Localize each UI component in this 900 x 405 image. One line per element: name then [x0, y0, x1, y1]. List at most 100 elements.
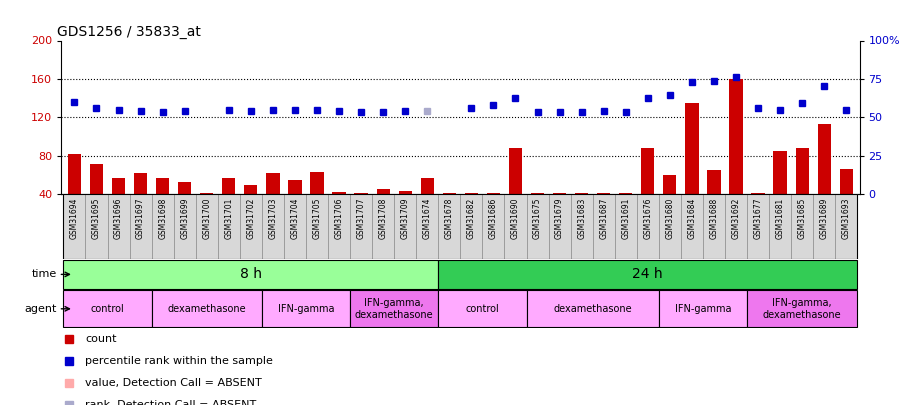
Bar [178, 182, 192, 194]
Bar [266, 173, 280, 194]
Text: GSM31678: GSM31678 [445, 198, 454, 239]
Bar [306, 194, 328, 259]
Text: GSM31675: GSM31675 [533, 198, 542, 239]
Bar [350, 194, 372, 259]
Bar [615, 194, 637, 259]
Bar [685, 103, 698, 194]
Bar [707, 171, 721, 194]
Text: GDS1256 / 35833_at: GDS1256 / 35833_at [58, 26, 201, 39]
Text: GSM31674: GSM31674 [423, 198, 432, 239]
Text: dexamethasone: dexamethasone [554, 304, 632, 314]
Bar [284, 194, 306, 259]
Bar [505, 194, 526, 259]
Bar [593, 194, 615, 259]
Text: GSM31684: GSM31684 [688, 198, 697, 239]
Bar [350, 290, 438, 327]
Bar [438, 194, 460, 259]
Bar [372, 194, 394, 259]
Bar [482, 194, 505, 259]
Bar [549, 194, 571, 259]
Text: rank, Detection Call = ABSENT: rank, Detection Call = ABSENT [86, 400, 256, 405]
Text: GSM31681: GSM31681 [776, 198, 785, 239]
Text: time: time [32, 269, 57, 279]
Text: GSM31699: GSM31699 [180, 198, 189, 239]
Text: GSM31687: GSM31687 [599, 198, 608, 239]
Text: percentile rank within the sample: percentile rank within the sample [86, 356, 273, 366]
Bar [526, 194, 549, 259]
Bar [332, 192, 346, 194]
Bar [571, 194, 593, 259]
Text: GSM31676: GSM31676 [644, 198, 652, 239]
Bar [659, 290, 747, 327]
Text: control: control [465, 304, 500, 314]
Text: GSM31706: GSM31706 [335, 198, 344, 239]
Text: GSM31700: GSM31700 [202, 198, 211, 239]
Text: GSM31677: GSM31677 [753, 198, 762, 239]
Bar [394, 194, 416, 259]
Text: control: control [91, 304, 124, 314]
Text: IFN-gamma: IFN-gamma [278, 304, 334, 314]
Bar [328, 194, 350, 259]
Text: GSM31688: GSM31688 [709, 198, 718, 239]
Bar [773, 151, 787, 194]
Bar [63, 194, 86, 259]
Bar [725, 194, 747, 259]
Text: GSM31705: GSM31705 [312, 198, 321, 239]
Bar [63, 260, 438, 289]
Bar [262, 194, 284, 259]
Text: count: count [86, 334, 117, 344]
Text: GSM31698: GSM31698 [158, 198, 167, 239]
Bar [107, 194, 130, 259]
Text: GSM31685: GSM31685 [797, 198, 806, 239]
Bar [112, 178, 125, 194]
Text: GSM31707: GSM31707 [356, 198, 365, 239]
Bar [703, 194, 725, 259]
Text: GSM31704: GSM31704 [291, 198, 300, 239]
Bar [90, 164, 104, 194]
Text: GSM31691: GSM31691 [621, 198, 630, 239]
Text: GSM31709: GSM31709 [400, 198, 410, 239]
Bar [814, 194, 835, 259]
Bar [130, 194, 151, 259]
Bar [134, 173, 148, 194]
Bar [218, 194, 239, 259]
Bar [222, 178, 236, 194]
Bar [526, 290, 659, 327]
Text: GSM31696: GSM31696 [114, 198, 123, 239]
Bar [151, 290, 262, 327]
Bar [195, 194, 218, 259]
Bar [817, 124, 831, 194]
Text: GSM31708: GSM31708 [379, 198, 388, 239]
Bar [663, 175, 677, 194]
Bar [508, 148, 522, 194]
Bar [840, 169, 853, 194]
Bar [681, 194, 703, 259]
Bar [461, 194, 482, 259]
Text: GSM31703: GSM31703 [268, 198, 277, 239]
Text: dexamethasone: dexamethasone [167, 304, 246, 314]
Text: GSM31701: GSM31701 [224, 198, 233, 239]
Text: value, Detection Call = ABSENT: value, Detection Call = ABSENT [86, 378, 262, 388]
Bar [659, 194, 681, 259]
Bar [791, 194, 814, 259]
Bar [68, 154, 81, 194]
Bar [438, 260, 858, 289]
Bar [63, 290, 151, 327]
Bar [438, 290, 526, 327]
Text: GSM31680: GSM31680 [665, 198, 674, 239]
Text: GSM31697: GSM31697 [136, 198, 145, 239]
Bar [641, 148, 654, 194]
Bar [399, 191, 412, 194]
Bar [174, 194, 195, 259]
Bar [637, 194, 659, 259]
Bar [770, 194, 791, 259]
Text: GSM31702: GSM31702 [247, 198, 256, 239]
Bar [747, 194, 770, 259]
Bar [796, 148, 809, 194]
Bar [86, 194, 107, 259]
Bar [747, 290, 858, 327]
Bar [310, 172, 324, 194]
Text: GSM31682: GSM31682 [467, 198, 476, 239]
Bar [835, 194, 858, 259]
Bar [376, 189, 390, 194]
